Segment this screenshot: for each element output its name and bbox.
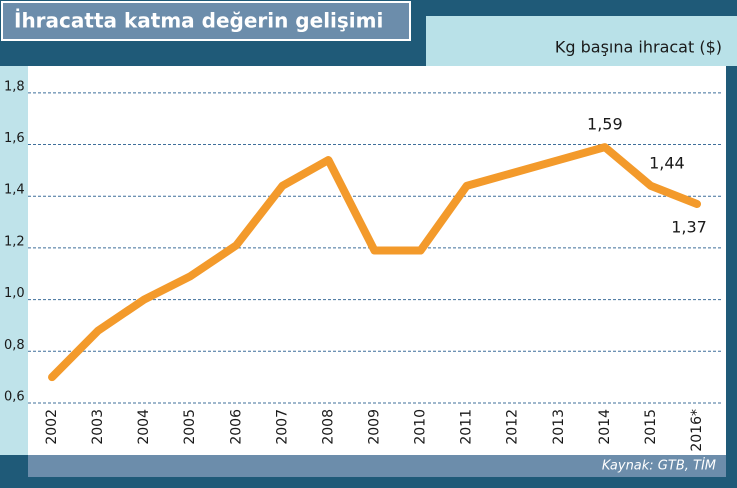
x-tick-label: 2004 <box>136 409 152 445</box>
y-tick-label: 1,2 <box>4 234 25 249</box>
x-tick-label: 2015 <box>643 409 659 445</box>
unit-box <box>426 16 737 66</box>
y-tick-label: 1,6 <box>4 131 25 146</box>
value-label: 1,59 <box>587 115 623 134</box>
x-tick-label: 2011 <box>459 409 475 445</box>
x-tick-label: 2012 <box>505 409 521 445</box>
y-tick-label: 1,0 <box>4 286 25 301</box>
x-tick-label: 2002 <box>44 409 60 445</box>
x-tick-label: 2013 <box>551 409 567 445</box>
x-tick-label: 2005 <box>182 409 198 445</box>
y-tick-label: 1,8 <box>4 79 25 94</box>
x-tick-label: 2009 <box>367 409 383 445</box>
x-tick-label: 2003 <box>90 409 106 445</box>
value-label: 1,37 <box>671 217 707 236</box>
plot-area <box>28 66 726 455</box>
y-axis-title: Kg başına ihracat ($) <box>555 38 722 57</box>
source: Kaynak: GTB, TİM <box>602 458 716 474</box>
y-tick-label: 0,6 <box>4 390 25 405</box>
y-tick-label: 0,8 <box>4 338 25 353</box>
source-strip <box>28 455 726 477</box>
x-tick-label: 2010 <box>413 409 429 445</box>
x-tick-label: 2014 <box>597 409 613 445</box>
value-label: 1,44 <box>649 153 685 172</box>
line <box>48 143 701 382</box>
y-axis-strip <box>0 66 28 455</box>
x-tick-label: 2006 <box>228 409 244 445</box>
x-tick-label: 2016* <box>689 409 705 452</box>
x-tick-label: 2008 <box>320 409 336 445</box>
y-tick-label: 1,4 <box>4 183 25 198</box>
x-tick-label: 2007 <box>274 409 290 445</box>
chart-title: İhracatta katma değerin gelişimi <box>14 9 383 33</box>
title-box <box>1 1 411 41</box>
